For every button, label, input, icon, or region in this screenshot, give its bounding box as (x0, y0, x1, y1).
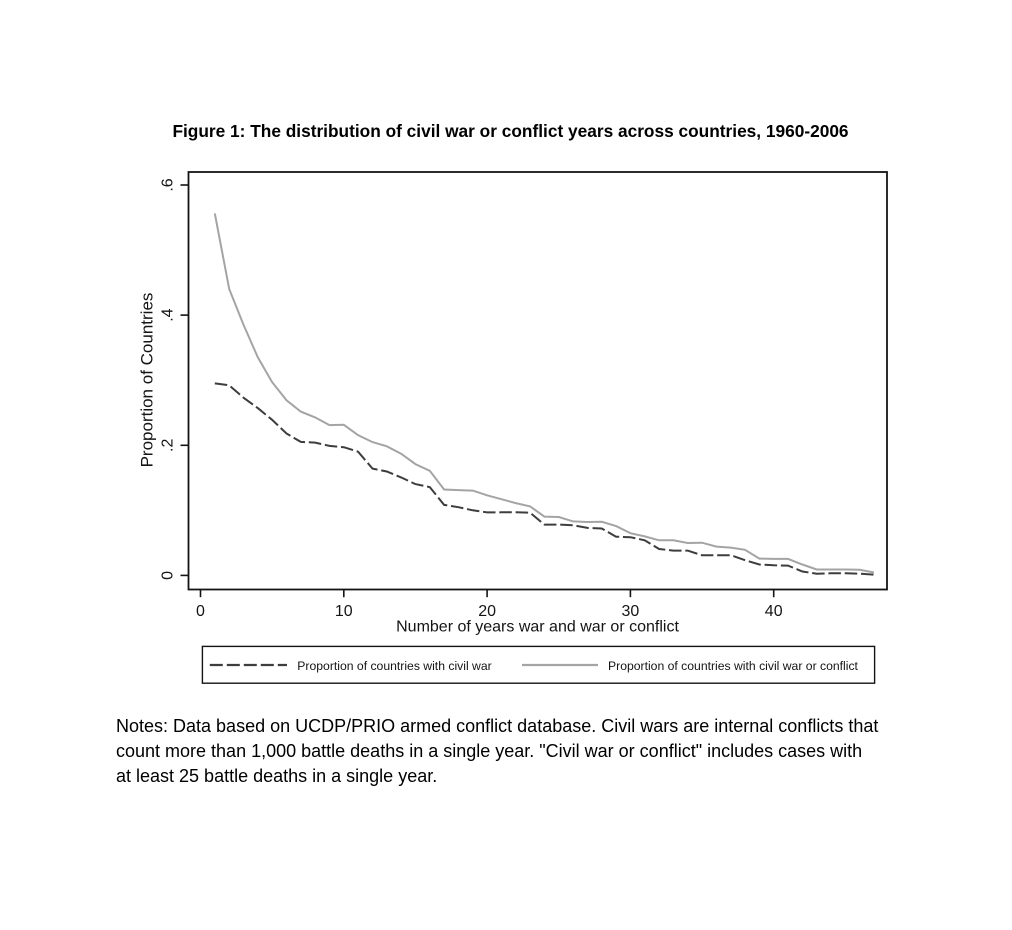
svg-text:30: 30 (622, 603, 640, 620)
svg-text:40: 40 (765, 603, 783, 620)
svg-text:Figure 1: The distribution of: Figure 1: The distribution of civil war … (172, 121, 848, 141)
svg-text:Proportion of Countries: Proportion of Countries (138, 293, 157, 468)
svg-text:count more than 1,000 battle d: count more than 1,000 battle deaths in a… (116, 741, 862, 761)
svg-text:20: 20 (478, 603, 496, 620)
svg-text:.2: .2 (160, 439, 177, 452)
svg-text:0: 0 (160, 571, 177, 580)
svg-text:10: 10 (335, 603, 353, 620)
svg-text:Proportion of countries with c: Proportion of countries with civil war o… (608, 659, 859, 673)
svg-text:Number of years war and war or: Number of years war and war or conflict (396, 619, 679, 636)
svg-text:Notes: Data based on UCDP/PRIO: Notes: Data based on UCDP/PRIO armed con… (116, 716, 878, 736)
svg-text:at least 25 battle deaths in a: at least 25 battle deaths in a single ye… (116, 766, 437, 786)
svg-text:0: 0 (196, 603, 205, 620)
svg-text:.6: .6 (160, 178, 177, 191)
svg-text:.4: .4 (160, 308, 177, 321)
svg-text:Proportion of countries with c: Proportion of countries with civil war (297, 659, 491, 673)
